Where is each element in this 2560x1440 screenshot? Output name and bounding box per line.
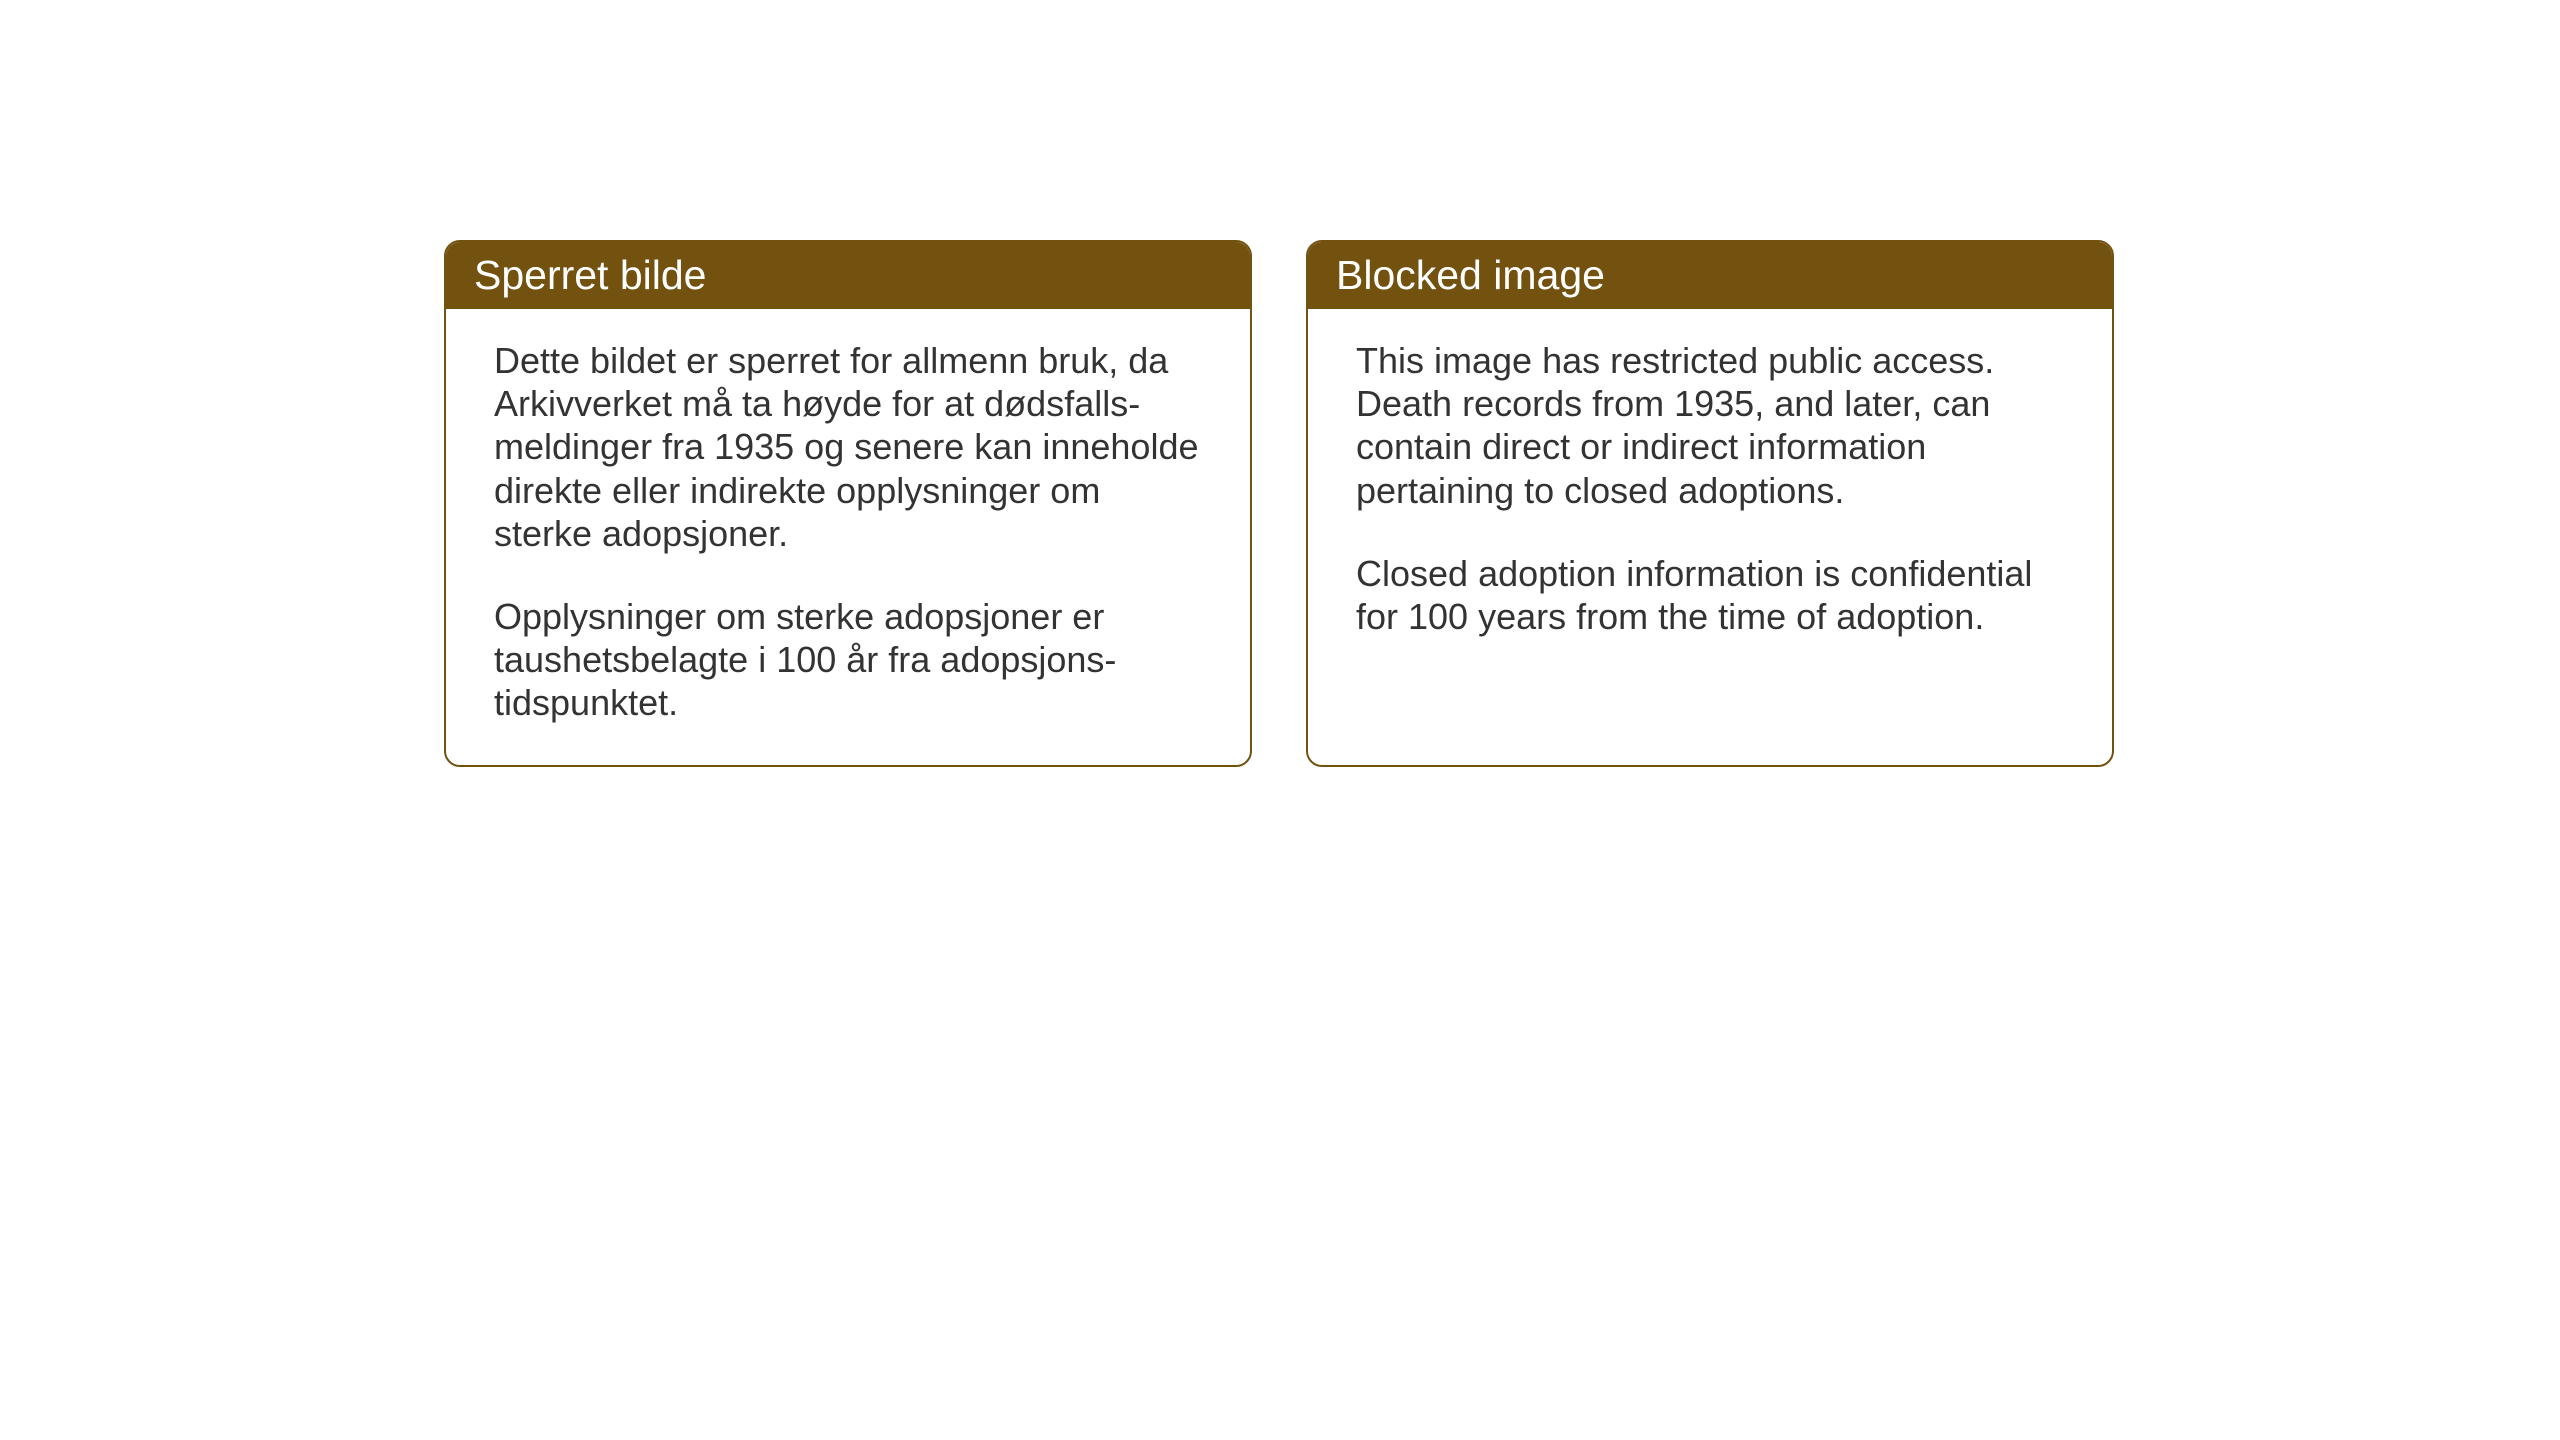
english-paragraph-2: Closed adoption information is confident…: [1356, 552, 2064, 638]
english-card-body: This image has restricted public access.…: [1308, 309, 2112, 727]
norwegian-card-title: Sperret bilde: [446, 242, 1250, 309]
norwegian-paragraph-1: Dette bildet er sperret for allmenn bruk…: [494, 339, 1202, 555]
norwegian-notice-card: Sperret bilde Dette bildet er sperret fo…: [444, 240, 1252, 767]
norwegian-paragraph-2: Opplysninger om sterke adopsjoner er tau…: [494, 595, 1202, 725]
english-notice-card: Blocked image This image has restricted …: [1306, 240, 2114, 767]
english-card-title: Blocked image: [1308, 242, 2112, 309]
english-paragraph-1: This image has restricted public access.…: [1356, 339, 2064, 512]
norwegian-card-body: Dette bildet er sperret for allmenn bruk…: [446, 309, 1250, 765]
notice-container: Sperret bilde Dette bildet er sperret fo…: [444, 240, 2114, 767]
